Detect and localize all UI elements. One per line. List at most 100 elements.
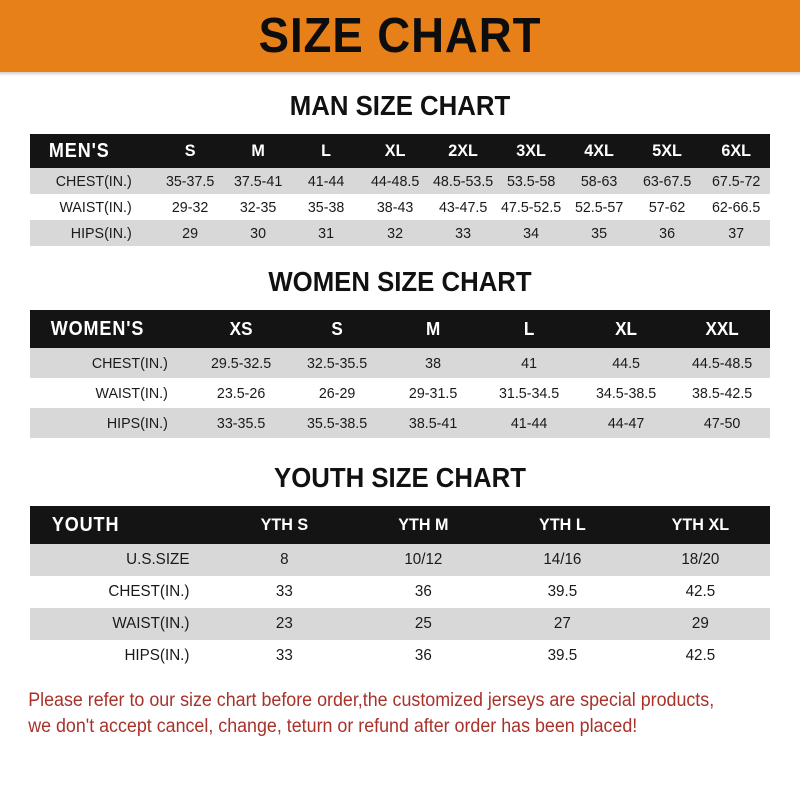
men-size-header: 6XL <box>721 141 751 160</box>
youth-cell: 27 <box>553 615 571 632</box>
men-size-header: S <box>184 141 196 160</box>
spacer <box>0 122 800 134</box>
women-cell: 26-29 <box>318 384 356 402</box>
table-row: HIPS(IN.) 33 36 39.5 42.5 <box>30 640 770 672</box>
table-row: U.S.SIZE 8 10/12 14/16 18/20 <box>30 544 770 576</box>
footer-note: Please refer to our size chart before or… <box>0 688 752 739</box>
youth-cell: 33 <box>275 647 293 664</box>
women-lead-header: WOMEN'S <box>50 317 145 340</box>
women-cell: 47-50 <box>703 414 741 432</box>
men-row-label: WAIST(IN.) <box>59 198 132 216</box>
women-cell: 38.5-41 <box>409 414 458 432</box>
youth-size-header: YTH S <box>260 515 309 534</box>
men-cell: 53.5-58 <box>506 172 556 190</box>
youth-cell: 29 <box>692 615 710 632</box>
men-size-header: L <box>321 141 332 160</box>
women-cell: 44.5 <box>611 354 640 372</box>
youth-cell: 14/16 <box>542 551 581 568</box>
youth-size-header: YTH M <box>397 515 449 534</box>
women-cell: 32.5-35.5 <box>306 354 368 372</box>
youth-cell: 36 <box>414 647 432 664</box>
men-cell: 33 <box>454 224 471 242</box>
youth-table-wrap: YOUTH YTH S YTH M YTH L YTH XL U.S.SIZE 8 10/… <box>0 506 800 672</box>
youth-section-title: YOUTH SIZE CHART <box>274 462 526 493</box>
women-cell: 33-35.5 <box>216 414 266 432</box>
youth-cell: 10/12 <box>404 551 443 568</box>
women-cell: 29-31.5 <box>409 384 458 402</box>
men-cell: 67.5-72 <box>711 172 761 190</box>
youth-row-label: CHEST(IN.) <box>108 583 190 600</box>
men-cell: 29-32 <box>171 198 209 216</box>
youth-table-body: U.S.SIZE 8 10/12 14/16 18/20 CHEST(IN.) 33 36 39… <box>30 544 770 672</box>
spacer <box>0 246 800 266</box>
women-section-title: WOMEN SIZE CHART <box>268 266 532 297</box>
men-cell: 35 <box>591 224 608 242</box>
women-cell: 38.5-42.5 <box>691 384 752 402</box>
men-cell: 57-62 <box>649 198 686 216</box>
youth-size-header: YTH L <box>538 515 586 534</box>
page-banner: SIZE CHART <box>0 0 800 72</box>
youth-cell: 42.5 <box>685 583 716 600</box>
men-cell: 62-66.5 <box>711 198 761 216</box>
youth-lead-header: YOUTH <box>51 513 120 536</box>
youth-cell: 18/20 <box>681 551 720 568</box>
men-size-header: 4XL <box>584 141 615 160</box>
men-cell: 43-47.5 <box>438 198 488 216</box>
women-cell: 44.5-48.5 <box>691 354 752 372</box>
spacer <box>0 298 800 310</box>
men-cell: 38-43 <box>376 198 413 216</box>
footer-note-line-1: Please refer to our size chart before or… <box>28 690 715 711</box>
youth-cell: 39.5 <box>547 647 577 664</box>
table-row: WAIST(IN.) 29-32 32-35 35-38 38-43 43-47.5 47.… <box>30 194 770 220</box>
table-row: HIPS(IN.) 29 30 31 32 33 34 35 36 37 <box>30 220 770 246</box>
women-cell: 38 <box>425 354 442 372</box>
men-row-label: CHEST(IN.) <box>55 172 132 190</box>
women-cell: 34.5-38.5 <box>595 384 656 402</box>
men-cell: 63-67.5 <box>643 172 692 190</box>
men-cell: 58-63 <box>581 172 618 190</box>
men-size-header: 2XL <box>448 141 478 160</box>
men-cell: 37 <box>727 224 744 242</box>
women-size-header: XXL <box>705 318 739 339</box>
youth-row-label: WAIST(IN.) <box>112 615 190 632</box>
women-row-label: WAIST(IN.) <box>95 384 168 402</box>
women-cell: 41 <box>521 354 538 372</box>
table-row: CHEST(IN.) 33 36 39.5 42.5 <box>30 576 770 608</box>
men-lead-header: MEN'S <box>48 139 110 162</box>
spacer <box>0 494 800 506</box>
men-cell: 32-35 <box>239 198 277 216</box>
youth-row-label: U.S.SIZE <box>126 551 190 568</box>
men-section-title: MAN SIZE CHART <box>289 90 511 121</box>
spacer <box>0 672 800 688</box>
youth-cell: 23 <box>275 615 293 632</box>
men-cell: 35-37.5 <box>165 172 215 190</box>
table-row: WAIST(IN.) 23 25 27 29 <box>30 608 770 640</box>
men-cell: 32 <box>386 224 403 242</box>
table-row: HIPS(IN.) 33-35.5 35.5-38.5 38.5-41 41-44 44-… <box>30 408 770 438</box>
men-size-header: 3XL <box>516 141 546 160</box>
women-cell: 31.5-34.5 <box>499 384 560 402</box>
youth-cell: 33 <box>275 583 293 600</box>
table-row: WAIST(IN.) 23.5-26 26-29 29-31.5 31.5-34.5 34… <box>30 378 770 408</box>
page-title: SIZE CHART <box>258 8 542 63</box>
women-cell: 41-44 <box>511 414 548 432</box>
men-cell: 44-48.5 <box>370 172 419 190</box>
women-table-head: WOMEN'S XS S M L XL XXL <box>30 310 770 348</box>
youth-table-head: YOUTH YTH S YTH M YTH L YTH XL <box>30 506 770 544</box>
spacer <box>0 76 800 90</box>
banner-divider <box>0 72 800 76</box>
youth-cell: 42.5 <box>685 647 716 664</box>
men-table-body: CHEST(IN.) 35-37.5 37.5-41 41-44 44-48.5 48.5… <box>30 168 770 246</box>
table-row: CHEST(IN.) 35-37.5 37.5-41 41-44 44-48.5 48.5… <box>30 168 770 194</box>
men-size-header: 5XL <box>652 141 683 160</box>
table-row: CHEST(IN.) 29.5-32.5 32.5-35.5 38 41 44.5 44.5… <box>30 348 770 378</box>
men-cell: 52.5-57 <box>575 198 624 216</box>
women-size-header: M <box>426 318 441 339</box>
men-size-header: XL <box>384 141 405 160</box>
women-cell: 44-47 <box>607 414 644 432</box>
men-cell: 47.5-52.5 <box>500 198 562 216</box>
men-cell: 36 <box>659 224 676 242</box>
youth-size-table: YOUTH YTH S YTH M YTH L YTH XL U.S.SIZE 8 10/… <box>30 506 770 672</box>
women-size-header: L <box>524 318 535 339</box>
